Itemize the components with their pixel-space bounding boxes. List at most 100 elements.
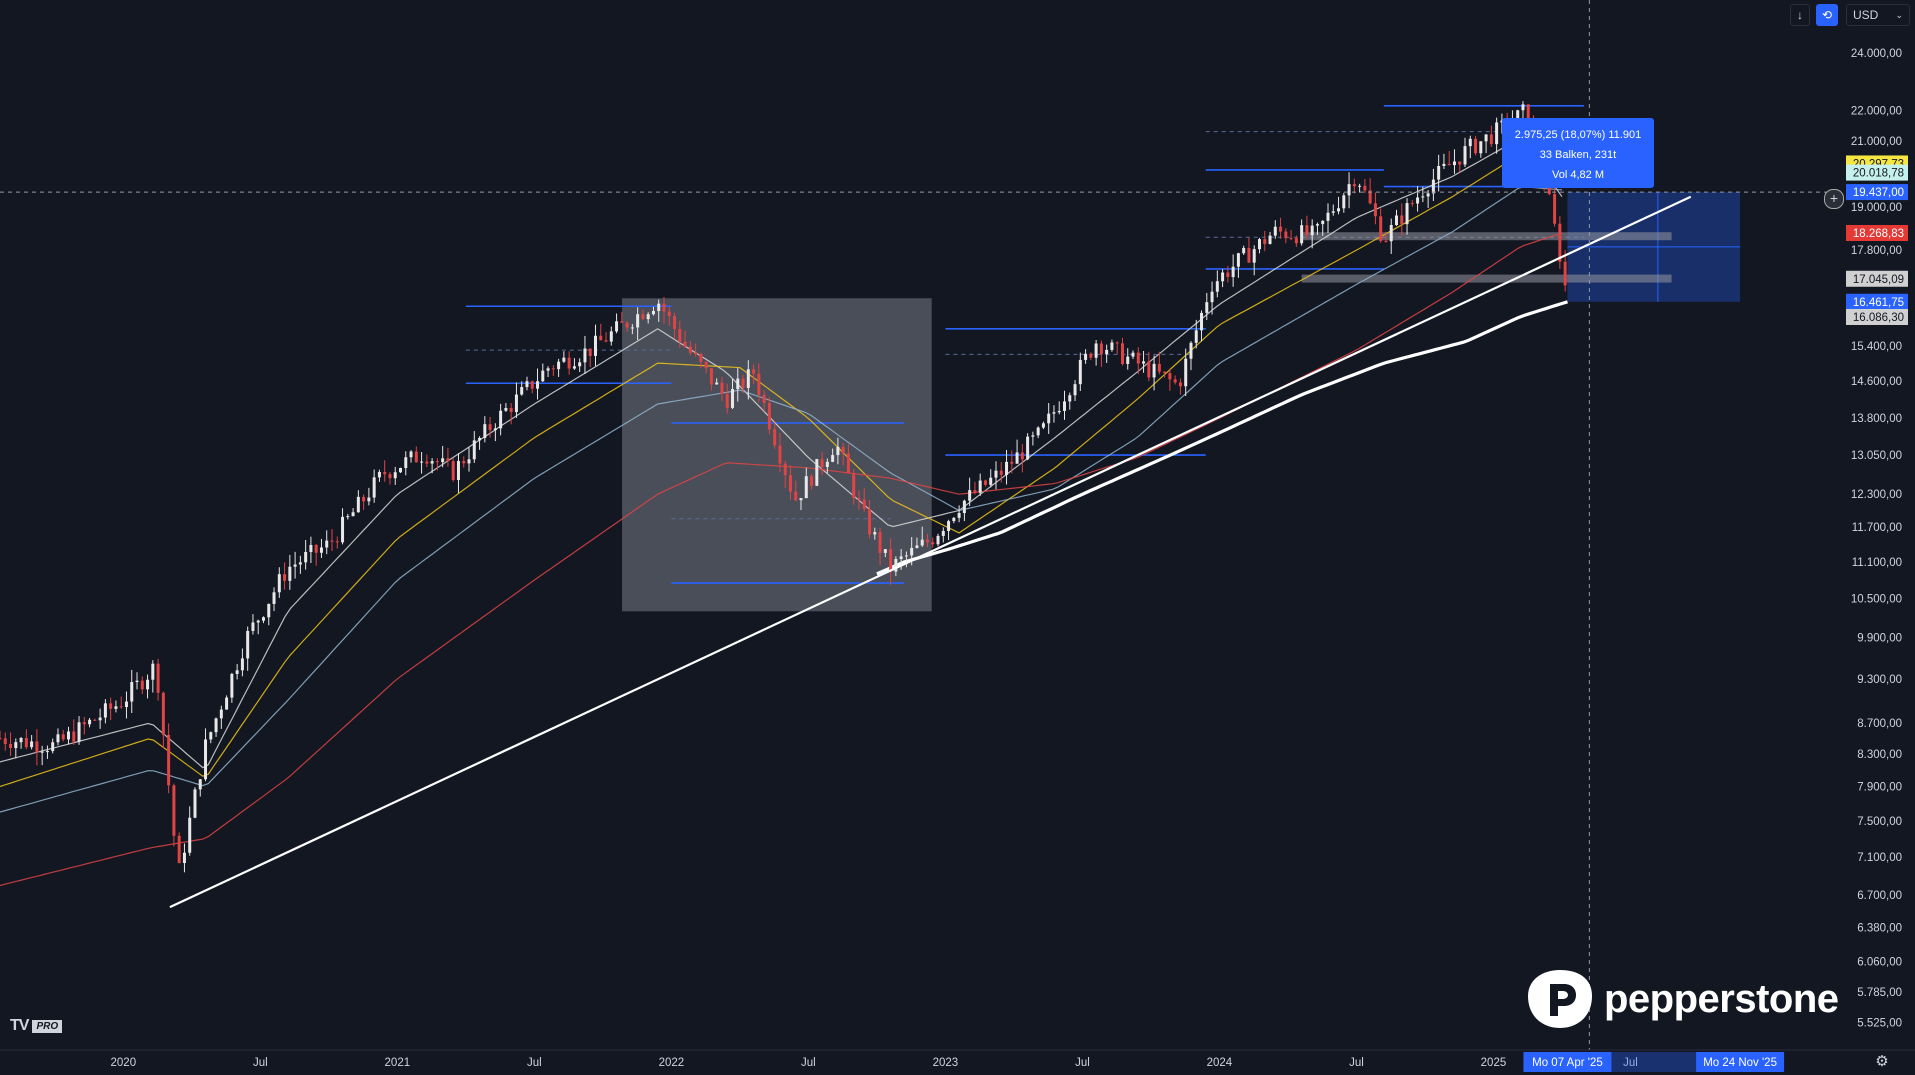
candle-body [1273,226,1277,236]
candle-body [19,738,23,743]
candle-body [746,369,750,388]
candle-body [1458,161,1462,165]
candle-body [3,738,7,744]
date-label: Mo 24 Nov '25 [1703,1057,1777,1069]
candle-body [1020,452,1024,460]
y-tick-label: 22.000,00 [1851,105,1902,117]
candle-body [588,348,592,356]
y-tick-label: 7.100,00 [1857,852,1902,864]
candle-body [1226,272,1230,278]
candle-body [188,817,192,853]
candle-body [736,378,740,390]
candle-body [1094,343,1098,358]
candle-body [857,497,861,500]
candle-body [578,362,582,367]
candle-body [878,532,882,553]
candle-body [1110,342,1114,350]
candle-body [156,663,160,693]
candle-body [1252,249,1256,263]
candle-body [1358,185,1362,187]
candle-body [1553,194,1557,224]
y-tick-label: 7.900,00 [1857,781,1902,793]
price-label-bg [1846,308,1908,325]
candle-body [1173,379,1177,383]
candle-body [520,387,524,395]
x-tick-label: 2020 [111,1057,137,1069]
y-tick-label: 9.900,00 [1857,632,1902,644]
candle-body [873,532,877,535]
candle-body [1384,240,1388,242]
y-tick-label: 19.000,00 [1851,202,1902,214]
candle-body [124,701,128,708]
candle-body [1194,330,1198,343]
candle-body [1047,413,1051,424]
candle-body [283,574,287,581]
candle-body [1463,146,1467,165]
candle-body [978,480,982,493]
candle-body [957,513,961,518]
candle-body [1337,208,1341,212]
candle-body [1421,196,1425,198]
candle-body [130,682,134,702]
candle-body [1400,215,1404,225]
compare-button[interactable]: ⟲ [1816,4,1838,26]
download-button[interactable]: ↓ [1790,4,1810,26]
candle-body [962,500,966,514]
candle-body [1231,266,1235,278]
candle-body [1500,120,1504,123]
moving-average-line [0,138,1563,769]
candle-body [103,703,107,718]
y-tick-label: 17.800,00 [1851,245,1902,257]
candle-body [604,340,608,342]
time-axis: 2020 Jul 2021 Jul 2022 Jul 2023 Jul 2024 Jul 2025 J… [0,1049,1915,1072]
candle-body [472,440,476,460]
currency-select[interactable]: USD ⌄ [1846,4,1910,26]
measure-tooltip: 2.975,25 (18,07%) 11.901 33 Balken, 231t… [1502,118,1654,188]
candle-body [688,346,692,353]
price-label: 17.045,09 [1853,274,1904,286]
candle-body [883,549,887,553]
candle-body [261,617,265,621]
measure-tooltip-line-2: 33 Balken, 231t [1539,149,1617,161]
candle-body [1031,435,1035,437]
arrow-down-icon: ↓ [1797,8,1803,22]
candle-body [1331,211,1335,213]
date-label-bg [1696,1052,1785,1072]
candle-body [1452,161,1456,166]
candle-body [731,389,735,408]
candle-body [467,459,471,464]
candle-body [45,751,49,753]
candle-body [304,551,308,563]
candle-body [662,303,666,312]
candle-body [356,496,360,513]
add-alert-button[interactable]: + [1824,189,1844,209]
settings-button[interactable]: ⚙ [1872,1052,1892,1072]
candle-body [351,512,355,517]
pepperstone-wordmark: pepperstone [1604,976,1839,1021]
candle-body [1178,382,1182,387]
candle-body [30,741,34,748]
grey-band [1301,232,1672,241]
candle-body [67,731,71,740]
candle-body [715,382,719,385]
candle-body [219,709,223,719]
candle-body [293,564,297,567]
candle-body [620,321,624,323]
candle-body [994,470,998,478]
candle-body [699,353,703,362]
candle-body [904,555,908,557]
candle-body [931,542,935,545]
candle-body [1310,225,1314,236]
candle-body [493,428,497,431]
candle-body [999,470,1003,475]
candle-body [641,314,645,320]
grey-band [1301,274,1672,283]
candle-body [1347,184,1351,196]
x-tick-label: Jul [1349,1057,1364,1069]
candle-body [1120,343,1124,364]
candle-body [314,544,318,553]
candle-body [788,475,792,492]
candle-body [720,382,724,394]
candle-body [1305,225,1309,236]
candle-body [1321,220,1325,225]
